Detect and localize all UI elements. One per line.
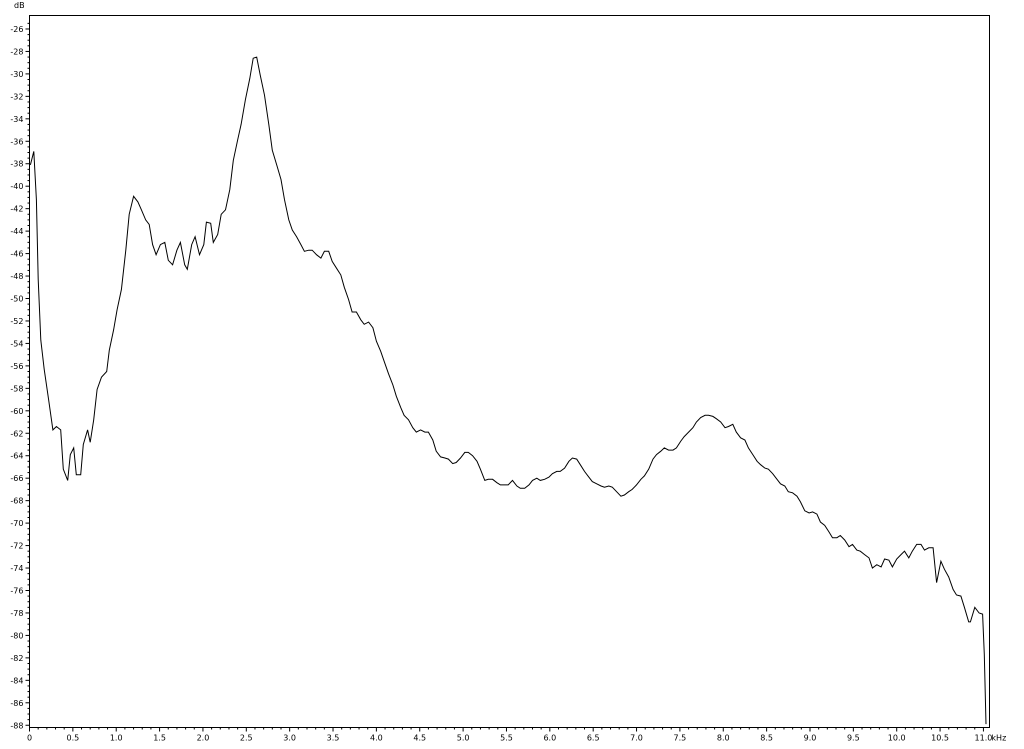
y-tick-label: -84 bbox=[10, 676, 23, 685]
y-tick-label: -38 bbox=[10, 160, 23, 169]
y-tick-label: -78 bbox=[10, 609, 23, 618]
x-axis: 0 0.5 1.0 1.5 2.0 2.5 3.0 3.5 4.0 4.5 5.0 5.5 6.0 6.5… bbox=[27, 727, 1006, 743]
y-tick-label: -42 bbox=[10, 205, 23, 214]
y-tick-label: -86 bbox=[10, 699, 23, 708]
y-tick-label: -76 bbox=[10, 586, 23, 595]
x-tick-label: 6.5 bbox=[587, 734, 600, 743]
x-tick-label: 10.5 bbox=[931, 734, 949, 743]
y-tick-label: -36 bbox=[10, 137, 23, 146]
x-tick-label: 1.0 bbox=[110, 734, 123, 743]
x-tick-label: 3.0 bbox=[283, 734, 296, 743]
x-tick-label: 5.0 bbox=[457, 734, 470, 743]
y-axis-unit-label: dB bbox=[14, 1, 25, 10]
y-tick-label: -28 bbox=[10, 47, 23, 56]
x-tick-label: 2.0 bbox=[197, 734, 210, 743]
y-tick-label: -30 bbox=[10, 70, 23, 79]
x-tick-label: 7.5 bbox=[674, 734, 687, 743]
y-tick-label: -26 bbox=[10, 25, 23, 34]
x-tick-label: 8.5 bbox=[760, 734, 773, 743]
x-tick-label: 9.0 bbox=[804, 734, 817, 743]
y-tick-label: -72 bbox=[10, 542, 23, 551]
spectrum-line bbox=[29, 56, 987, 725]
y-tick-label: -50 bbox=[10, 295, 23, 304]
x-tick-label: 10.0 bbox=[888, 734, 906, 743]
x-tick-label: 7.0 bbox=[630, 734, 643, 743]
x-tick-label: 3.5 bbox=[327, 734, 340, 743]
x-tick-label: 11.0 bbox=[975, 734, 993, 743]
x-axis-unit-label: kHz bbox=[991, 734, 1006, 743]
y-tick-label: -82 bbox=[10, 654, 23, 663]
x-tick-label: 6.0 bbox=[543, 734, 556, 743]
y-tick-label: -46 bbox=[10, 250, 23, 259]
y-tick-label: -64 bbox=[10, 452, 23, 461]
y-tick-label: -54 bbox=[10, 339, 23, 348]
y-tick-label: -70 bbox=[10, 519, 23, 528]
x-tick-label: 5.5 bbox=[500, 734, 513, 743]
plot-frame bbox=[29, 15, 990, 728]
y-tick-label: -44 bbox=[10, 227, 23, 236]
y-tick-label: -88 bbox=[10, 721, 23, 730]
x-tick-label: 2.5 bbox=[240, 734, 253, 743]
y-tick-label: -66 bbox=[10, 474, 23, 483]
x-tick-label: 8.0 bbox=[717, 734, 730, 743]
y-tick-label: -40 bbox=[10, 182, 23, 191]
y-tick-label: -62 bbox=[10, 429, 23, 438]
x-tick-label: 9.5 bbox=[847, 734, 860, 743]
y-tick-label: -60 bbox=[10, 407, 23, 416]
x-tick-label: 4.5 bbox=[413, 734, 426, 743]
x-tick-label: 0 bbox=[27, 734, 32, 743]
y-tick-label: -32 bbox=[10, 92, 23, 101]
y-tick-label: -34 bbox=[10, 115, 23, 124]
y-tick-label: -56 bbox=[10, 362, 23, 371]
x-tick-label: 4.0 bbox=[370, 734, 383, 743]
y-tick-label: -52 bbox=[10, 317, 23, 326]
y-tick-label: -68 bbox=[10, 497, 23, 506]
y-tick-label: -80 bbox=[10, 631, 23, 640]
y-tick-label: -48 bbox=[10, 272, 23, 281]
y-axis: -26 -28 -30 -32 -34 -36 -38 -40 -42 -44 -46 -48 -50 -… bbox=[10, 22, 30, 730]
y-tick-label: -58 bbox=[10, 384, 23, 393]
x-tick-label: 1.5 bbox=[153, 734, 166, 743]
x-tick-label: 0.5 bbox=[66, 734, 79, 743]
y-tick-label: -74 bbox=[10, 564, 23, 573]
